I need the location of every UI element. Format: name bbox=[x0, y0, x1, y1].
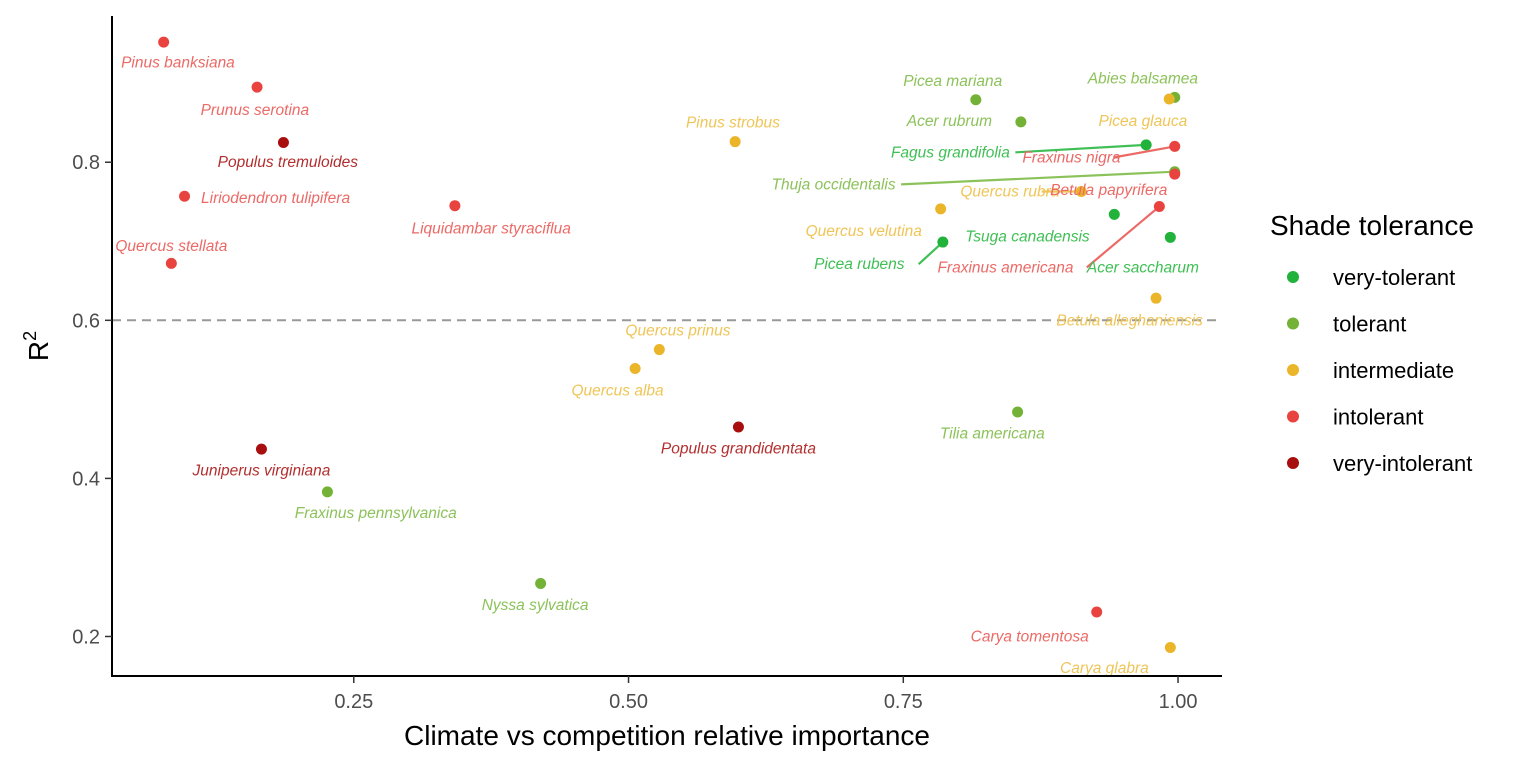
label-connector-fraxinus-americana bbox=[1086, 205, 1161, 269]
data-point-fraxinus-americana bbox=[1153, 200, 1165, 212]
x-tick-label: 0.50 bbox=[609, 691, 648, 713]
tick-layer: 0.25 0.50 0.75 1.00 0.2 0.4 0.6 0.8 bbox=[72, 152, 1197, 713]
data-point-populus-grandidentata bbox=[732, 421, 744, 433]
label-connector-thuja-occidentalis bbox=[901, 170, 1175, 186]
point-label-acer-saccharum: Acer saccharum bbox=[1086, 259, 1199, 276]
point-label-carya-glabra: Carya glabra bbox=[1060, 660, 1149, 677]
legend-label-tolerant: tolerant bbox=[1333, 312, 1406, 337]
data-point-fraxinus-nigra bbox=[1169, 140, 1181, 152]
point-label-picea-mariana: Picea mariana bbox=[903, 73, 1002, 90]
y-tick-label: 0.8 bbox=[72, 152, 100, 174]
point-label-betula-papyrifera: Betula papyrifera bbox=[1050, 182, 1168, 199]
point-label-carya-tomentosa: Carya tomentosa bbox=[971, 628, 1089, 645]
data-point-carya-tomentosa bbox=[1091, 606, 1103, 618]
data-point-carya-glabra bbox=[1164, 642, 1176, 654]
point-label-tsuga-canadensis: Tsuga canadensis bbox=[965, 229, 1090, 246]
x-tick-label: 1.00 bbox=[1159, 691, 1198, 713]
data-point-picea-mariana bbox=[970, 94, 982, 106]
point-label-populus-tremuloides: Populus tremuloides bbox=[218, 154, 359, 171]
legend-label-intermediate: intermediate bbox=[1333, 358, 1454, 383]
legend-title: Shade tolerance bbox=[1270, 210, 1474, 241]
axes bbox=[111, 16, 1222, 677]
data-point-betula-alleghaniensis bbox=[1150, 292, 1162, 304]
legend-label-intolerant: intolerant bbox=[1333, 405, 1424, 430]
legend-key-intolerant bbox=[1287, 410, 1299, 423]
legend-label-very-intolerant: very-intolerant bbox=[1333, 451, 1472, 476]
data-point-prunus-serotina bbox=[251, 81, 263, 93]
legend: Shade tolerance very-tolerant tolerant int… bbox=[1270, 210, 1474, 476]
point-label-pinus-banksiana: Pinus banksiana bbox=[121, 55, 235, 72]
point-label-quercus-rubra: Quercus rubra bbox=[960, 183, 1059, 200]
data-point-pinus-banksiana bbox=[158, 36, 170, 48]
data-point-layer bbox=[158, 36, 1181, 654]
x-tick-label: 0.25 bbox=[334, 691, 373, 713]
label-connector-fagus-grandifolia bbox=[1015, 143, 1147, 154]
point-label-thuja-occidentalis: Thuja occidentalis bbox=[772, 176, 896, 193]
data-point-juniperus-virginiana bbox=[255, 443, 267, 455]
point-label-picea-glauca: Picea glauca bbox=[1098, 113, 1187, 130]
legend-key-very-tolerant bbox=[1287, 271, 1299, 283]
y-axis-title: R2 bbox=[20, 331, 54, 361]
legend-items: very-tolerant tolerant intermediate intoler… bbox=[1287, 265, 1472, 476]
y-tick-label: 0.2 bbox=[72, 626, 100, 648]
data-point-liquidambar-styraciflua bbox=[449, 200, 461, 212]
y-axis-title-superscript: 2 bbox=[20, 331, 40, 341]
point-label-quercus-prinus: Quercus prinus bbox=[625, 323, 730, 340]
point-label-prunus-serotina: Prunus serotina bbox=[201, 102, 310, 119]
point-label-tilia-americana: Tilia americana bbox=[940, 425, 1045, 442]
legend-label-very-tolerant: very-tolerant bbox=[1333, 265, 1455, 290]
point-label-pinus-strobus: Pinus strobus bbox=[686, 115, 780, 132]
legend-key-very-intolerant bbox=[1287, 457, 1299, 469]
data-point-quercus-stellata bbox=[165, 257, 177, 269]
point-label-liquidambar-styraciflua: Liquidambar styraciflua bbox=[411, 221, 571, 238]
point-label-layer: Pinus banksiana Prunus serotina Populus tr… bbox=[115, 55, 1203, 677]
data-point-fraxinus-pennsylvanica bbox=[321, 486, 333, 498]
point-label-liriodendron-tulipifera: Liriodendron tulipifera bbox=[201, 190, 350, 207]
data-point-acer-rubrum bbox=[1015, 116, 1027, 128]
data-point-quercus-velutina bbox=[935, 203, 947, 215]
point-label-acer-rubrum: Acer rubrum bbox=[906, 113, 992, 130]
data-point-fagus-grandifolia bbox=[1140, 139, 1152, 151]
data-point-quercus-prinus bbox=[653, 344, 665, 356]
data-point-liriodendron-tulipifera bbox=[179, 190, 191, 202]
y-axis-title-base: R bbox=[23, 341, 54, 361]
y-tick-label: 0.6 bbox=[72, 310, 100, 332]
legend-key-tolerant bbox=[1287, 317, 1299, 330]
point-label-picea-rubens: Picea rubens bbox=[814, 256, 905, 273]
point-label-juniperus-virginiana: Juniperus virginiana bbox=[192, 462, 331, 479]
point-label-fraxinus-americana: Fraxinus americana bbox=[937, 259, 1073, 276]
x-axis-title: Climate vs competition relative importan… bbox=[404, 720, 930, 751]
data-point-picea-glauca bbox=[1163, 93, 1175, 105]
label-connector-fraxinus-nigra bbox=[1113, 145, 1175, 159]
point-label-quercus-velutina: Quercus velutina bbox=[806, 223, 923, 240]
data-point-populus-tremuloides bbox=[277, 136, 289, 148]
data-point-pinus-strobus bbox=[729, 136, 741, 148]
point-label-populus-grandidentata: Populus grandidentata bbox=[661, 440, 817, 457]
point-label-quercus-alba: Quercus alba bbox=[571, 383, 664, 400]
data-point-betula-papyrifera bbox=[1169, 168, 1181, 180]
point-label-abies-balsamea: Abies balsamea bbox=[1087, 70, 1199, 87]
point-label-nyssa-sylvatica: Nyssa sylvatica bbox=[482, 597, 589, 614]
point-label-betula-alleghaniensis: Betula alleghaniensis bbox=[1056, 312, 1203, 329]
data-point-nyssa-sylvatica bbox=[535, 578, 547, 590]
y-tick-label: 0.4 bbox=[72, 468, 100, 490]
point-label-fraxinus-pennsylvanica: Fraxinus pennsylvanica bbox=[295, 505, 457, 522]
legend-key-intermediate bbox=[1287, 364, 1299, 376]
data-point-quercus-rubra bbox=[1075, 185, 1087, 197]
point-label-fraxinus-nigra: Fraxinus nigra bbox=[1022, 149, 1121, 166]
point-label-quercus-stellata: Quercus stellata bbox=[115, 238, 227, 255]
x-tick-label: 0.75 bbox=[884, 691, 923, 713]
point-label-fagus-grandifolia: Fagus grandifolia bbox=[891, 144, 1010, 161]
data-point-tilia-americana bbox=[1012, 406, 1024, 418]
data-point-picea-rubens bbox=[937, 236, 949, 248]
data-point-tsuga-canadensis bbox=[1108, 208, 1120, 220]
data-point-acer-saccharum bbox=[1164, 231, 1176, 243]
data-point-quercus-alba bbox=[629, 363, 641, 375]
